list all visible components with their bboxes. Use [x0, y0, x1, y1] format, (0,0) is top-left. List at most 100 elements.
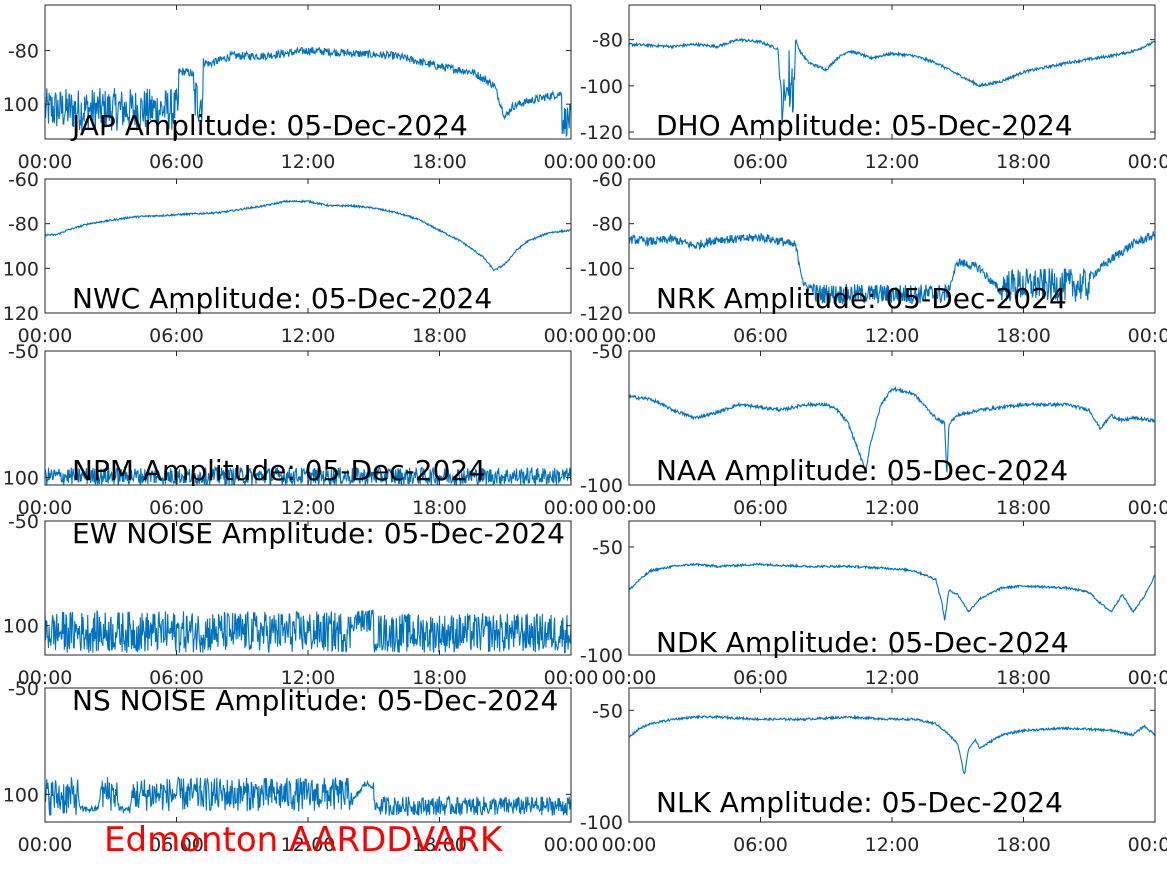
y-tick-label: -50 [8, 511, 39, 533]
y-tick-label: 100 [3, 784, 39, 806]
y-tick-label: -80 [8, 214, 39, 236]
data-line [629, 562, 1155, 621]
data-line [45, 609, 571, 654]
chart-title: NAA Amplitude: 05-Dec-2024 [656, 454, 1068, 487]
data-line [629, 38, 1155, 125]
x-tick-label: 18:00 [996, 667, 1051, 689]
x-tick-label: 12:00 [865, 834, 920, 856]
x-tick-label: 00:00 [602, 834, 657, 856]
chart-title: EW NOISE Amplitude: 05-Dec-2024 [72, 517, 565, 550]
x-tick-label: 00:00 [602, 497, 657, 519]
x-tick-label: 18:00 [996, 151, 1051, 173]
y-tick-label: -80 [592, 30, 623, 52]
chart-panel-3: 00:00 06:00 12:00 18:00 00:00 -60 -80 100 120 NWC… [3, 169, 599, 347]
x-tick-label: 00:00 [1128, 151, 1167, 173]
chart-title: JAP Amplitude: 05-Dec-2024 [70, 109, 468, 142]
x-tick-label: 00:00 [544, 834, 599, 856]
x-tick-label: 06:00 [733, 497, 788, 519]
y-tick-label: -100 [580, 645, 623, 667]
y-tick-label: -50 [8, 341, 39, 363]
y-tick-label: -50 [8, 678, 39, 700]
chart-title: NS NOISE Amplitude: 05-Dec-2024 [72, 684, 558, 717]
y-tick-label: -120 [580, 303, 623, 325]
x-tick-label: 00:00 [1128, 834, 1167, 856]
chart-panel-6: 00:00 06:00 12:00 18:00 00:00 -50 -100 NAA Ampl… [580, 341, 1167, 519]
chart-panel-5: 00:00 06:00 12:00 18:00 00:00 -50 100 NPM Ampli… [3, 341, 599, 519]
y-tick-label: -100 [580, 76, 623, 98]
chart-panel-7: 00:00 06:00 12:00 18:00 00:00 -50 100 EW NOISE … [3, 511, 599, 689]
x-tick-label: 00:00 [544, 151, 599, 173]
x-tick-label: 12:00 [865, 325, 920, 347]
y-tick-label: 100 [3, 258, 39, 280]
x-tick-label: 12:00 [865, 151, 920, 173]
x-tick-label: 00:00 [544, 325, 599, 347]
chart-panel-8: 00:00 06:00 12:00 18:00 00:00 -50 -100 NDK Ampl… [580, 520, 1167, 689]
y-tick-label: -100 [580, 475, 623, 497]
chart-title: NRK Amplitude: 05-Dec-2024 [656, 282, 1067, 315]
data-line [45, 46, 571, 138]
y-tick-label: 100 [3, 467, 39, 489]
x-tick-label: 18:00 [412, 151, 467, 173]
x-tick-label: 00:00 [1128, 497, 1167, 519]
x-tick-label: 12:00 [865, 497, 920, 519]
x-tick-label: 00:00 [544, 497, 599, 519]
data-line [45, 776, 571, 817]
x-tick-label: 00:00 [1128, 325, 1167, 347]
y-tick-label: -120 [580, 122, 623, 144]
chart-title: NLK Amplitude: 05-Dec-2024 [656, 786, 1063, 819]
x-tick-label: 06:00 [733, 151, 788, 173]
x-tick-label: 00:00 [18, 667, 73, 689]
chart-title: DHO Amplitude: 05-Dec-2024 [656, 109, 1073, 142]
x-tick-label: 00:00 [544, 667, 599, 689]
x-tick-label: 18:00 [996, 834, 1051, 856]
x-tick-label: 00:00 [18, 325, 73, 347]
x-tick-label: 06:00 [149, 497, 204, 519]
x-tick-label: 12:00 [281, 325, 336, 347]
x-tick-label: 06:00 [733, 667, 788, 689]
chart-panel-4: 00:00 06:00 12:00 18:00 00:00 -60 -80 -100 -120 N… [580, 169, 1167, 347]
y-tick-label: -100 [580, 812, 623, 834]
chart-title: NPM Amplitude: 05-Dec-2024 [72, 454, 486, 487]
y-tick-label: -80 [592, 214, 623, 236]
data-line [629, 714, 1155, 775]
y-tick-label: -100 [580, 258, 623, 280]
y-tick-label: -60 [592, 169, 623, 191]
chart-panel-2: 00:00 06:00 12:00 18:00 00:00 -80 -100 -120 DHO … [580, 4, 1167, 173]
y-tick-label: -50 [592, 700, 623, 722]
data-line [629, 385, 1155, 474]
x-tick-label: 00:00 [1128, 667, 1167, 689]
x-tick-label: 18:00 [412, 834, 467, 856]
x-tick-label: 12:00 [281, 834, 336, 856]
x-tick-label: 06:00 [149, 667, 204, 689]
x-tick-label: 00:00 [18, 497, 73, 519]
x-tick-label: 06:00 [733, 834, 788, 856]
y-tick-label: -60 [8, 169, 39, 191]
x-tick-label: 18:00 [412, 325, 467, 347]
x-tick-label: 00:00 [602, 151, 657, 173]
y-tick-label: 100 [3, 94, 39, 116]
y-tick-label: 100 [3, 616, 39, 638]
y-tick-label: -50 [592, 537, 623, 559]
chart-title: NDK Amplitude: 05-Dec-2024 [656, 626, 1069, 659]
x-tick-label: 18:00 [412, 667, 467, 689]
x-tick-label: 06:00 [149, 834, 204, 856]
x-tick-label: 18:00 [996, 325, 1051, 347]
x-tick-label: 00:00 [18, 151, 73, 173]
x-tick-label: 12:00 [865, 667, 920, 689]
x-tick-label: 00:00 [18, 834, 73, 856]
y-tick-label: -50 [592, 341, 623, 363]
data-line [629, 231, 1155, 306]
y-tick-label: 120 [3, 303, 39, 325]
x-tick-label: 12:00 [281, 151, 336, 173]
chart-panel-1: 00:00 06:00 12:00 18:00 00:00 -80 100 JAP Ampli… [3, 4, 599, 173]
x-tick-label: 12:00 [281, 497, 336, 519]
x-tick-label: 18:00 [412, 497, 467, 519]
station-caption: Edmonton AARDDVARK [104, 820, 503, 860]
y-tick-label: -80 [8, 41, 39, 63]
x-tick-label: 12:00 [281, 667, 336, 689]
x-tick-label: 00:00 [602, 667, 657, 689]
x-tick-label: 06:00 [733, 325, 788, 347]
x-tick-label: 00:00 [602, 325, 657, 347]
x-tick-label: 06:00 [149, 151, 204, 173]
